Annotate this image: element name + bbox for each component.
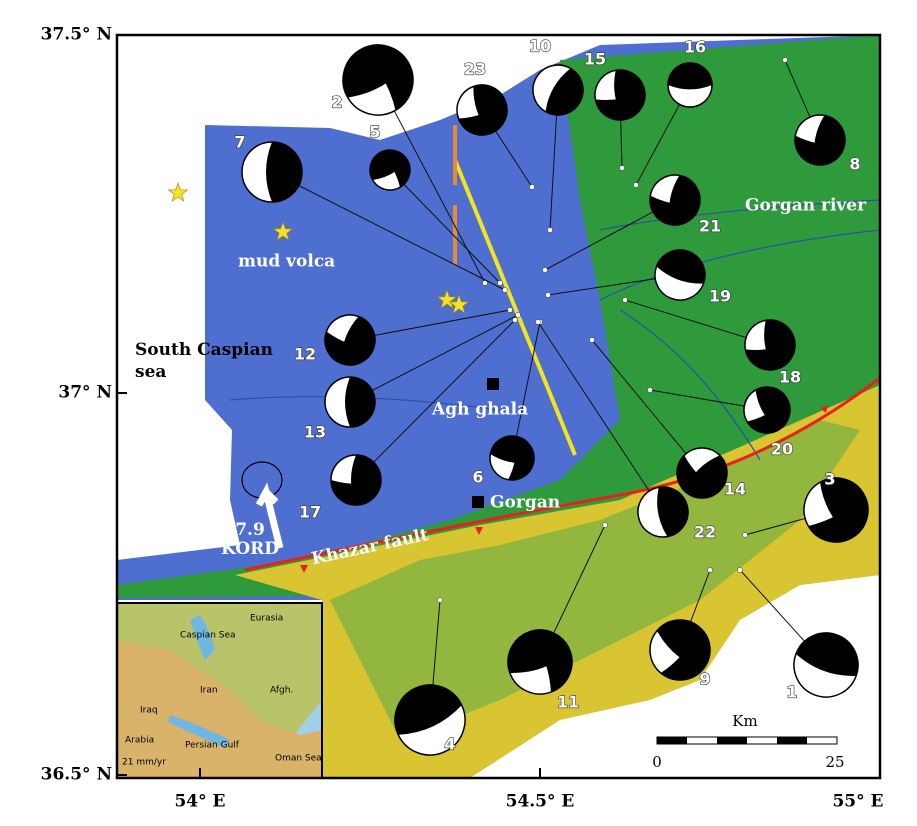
event-number: 11 [557, 693, 579, 712]
lat-label: 37.5° N [41, 25, 112, 45]
lat-label: 37° N [58, 383, 112, 403]
epicenter [503, 288, 508, 293]
town-marker [472, 496, 484, 508]
epicenter [783, 58, 788, 63]
event-number: 22 [694, 523, 716, 542]
event-number: 19 [709, 287, 731, 306]
epicenter [708, 568, 713, 573]
epicenter [648, 388, 653, 393]
event-number: 10 [529, 37, 551, 56]
gorgan-label: Gorgan [490, 493, 560, 513]
epicenter [620, 166, 625, 171]
lon-label: 55° E [832, 792, 883, 812]
epicenter [623, 298, 628, 303]
epicenter [543, 268, 548, 273]
event-number: 8 [849, 155, 860, 174]
scale-unit: Km [732, 712, 757, 730]
event-number: 2 [331, 93, 342, 112]
epicenter [546, 293, 551, 298]
event-number: 1 [786, 683, 797, 702]
focal-mechanism [668, 63, 712, 107]
focal-mechanism [331, 455, 381, 505]
event-number: 23 [464, 60, 486, 79]
inset-label: Caspian Sea [180, 631, 236, 641]
event-number: 13 [304, 423, 326, 442]
scale-bar [657, 737, 837, 744]
map: 1234567891011121314151617181920212223 So… [0, 0, 917, 822]
lon-label: 54.5° E [506, 792, 575, 812]
event-number: 9 [699, 670, 710, 689]
epicenter [634, 183, 639, 188]
epicenter [516, 313, 521, 318]
event-number: 16 [684, 38, 706, 57]
inset-label: Eurasia [250, 614, 283, 624]
event-number: 14 [724, 480, 746, 499]
inset-label: Iraq [140, 706, 158, 716]
focal-mechanism [242, 142, 302, 202]
epicenter [548, 228, 553, 233]
event-number: 15 [584, 50, 606, 69]
agh-label: Agh ghala [431, 400, 528, 420]
event-number: 17 [299, 503, 321, 522]
event-number: 18 [779, 368, 801, 387]
inset-label: Iran [200, 686, 218, 696]
event-number: 7 [234, 133, 245, 152]
event-number: 21 [699, 217, 721, 236]
inset-label: Arabia [125, 736, 154, 746]
event-number: 6 [472, 468, 483, 487]
mud-label: mud volca [238, 252, 335, 272]
inset-label: Persian Gulf [185, 741, 240, 751]
inset-label: 21 mm/yr [122, 758, 166, 768]
epicenter [603, 523, 608, 528]
scale-end: 25 [825, 753, 844, 771]
epicenter [508, 308, 513, 313]
event-number: 12 [294, 345, 316, 364]
lat-label: 36.5° N [41, 765, 112, 785]
town-marker [487, 378, 499, 390]
inset-label: Oman Sea [275, 754, 322, 764]
event-number: 5 [369, 123, 380, 142]
epicenter [536, 320, 541, 325]
epicenter [498, 281, 503, 286]
focal-mechanism [325, 377, 375, 427]
epicenter [438, 598, 443, 603]
lon-label: 54° E [174, 792, 225, 812]
epicenter [590, 338, 595, 343]
epicenter [738, 568, 743, 573]
inset-label: Afgh. [270, 686, 293, 696]
event-number: 3 [824, 470, 835, 489]
epicenter [530, 185, 535, 190]
epicenter [513, 318, 518, 323]
event-number: 20 [771, 440, 793, 459]
epicenter [743, 533, 748, 538]
scale-start: 0 [652, 753, 662, 771]
river-label: Gorgan river [745, 196, 867, 216]
event-number: 4 [444, 735, 455, 754]
